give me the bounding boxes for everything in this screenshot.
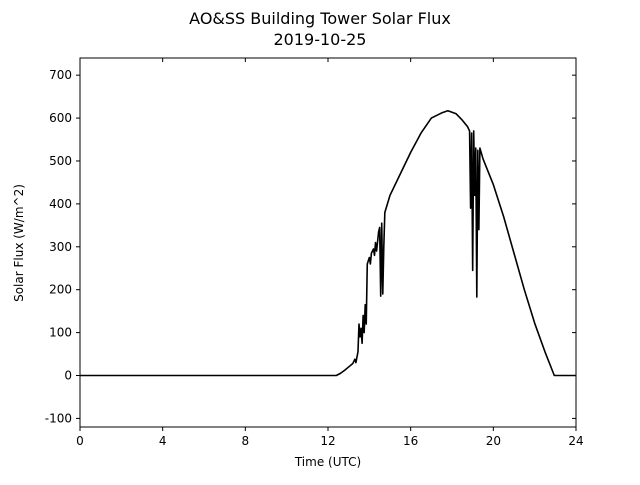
y-tick-label: 0 <box>64 369 72 383</box>
chart-subtitle: 2019-10-25 <box>274 30 367 49</box>
y-tick-label: 500 <box>49 154 72 168</box>
x-tick-label: 16 <box>403 434 418 448</box>
x-tick-label: 8 <box>242 434 250 448</box>
y-axis-label: Solar Flux (W/m^2) <box>12 184 26 302</box>
chart-title: AO&SS Building Tower Solar Flux <box>189 9 451 28</box>
x-tick-label: 24 <box>568 434 583 448</box>
y-tick-label: 300 <box>49 240 72 254</box>
y-tick-label: 200 <box>49 283 72 297</box>
y-tick-label: -100 <box>45 411 72 425</box>
y-tick-label: 700 <box>49 68 72 82</box>
x-tick-label: 0 <box>76 434 84 448</box>
axis-ticks: 0 4 8 12 16 20 24 -100 0 100 200 300 400 500 600 700 <box>45 58 584 448</box>
y-tick-label: 400 <box>49 197 72 211</box>
x-axis-label: Time (UTC) <box>294 455 361 469</box>
y-tick-label: 100 <box>49 326 72 340</box>
y-tick-label: 600 <box>49 111 72 125</box>
x-tick-label: 20 <box>486 434 501 448</box>
series-layer <box>80 109 576 377</box>
x-tick-label: 4 <box>159 434 167 448</box>
plot-area: 0 4 8 12 16 20 24 -100 0 100 200 300 400 500 600 700 <box>45 57 584 448</box>
x-tick-label: 12 <box>320 434 335 448</box>
solar-flux-series-line <box>80 109 576 377</box>
